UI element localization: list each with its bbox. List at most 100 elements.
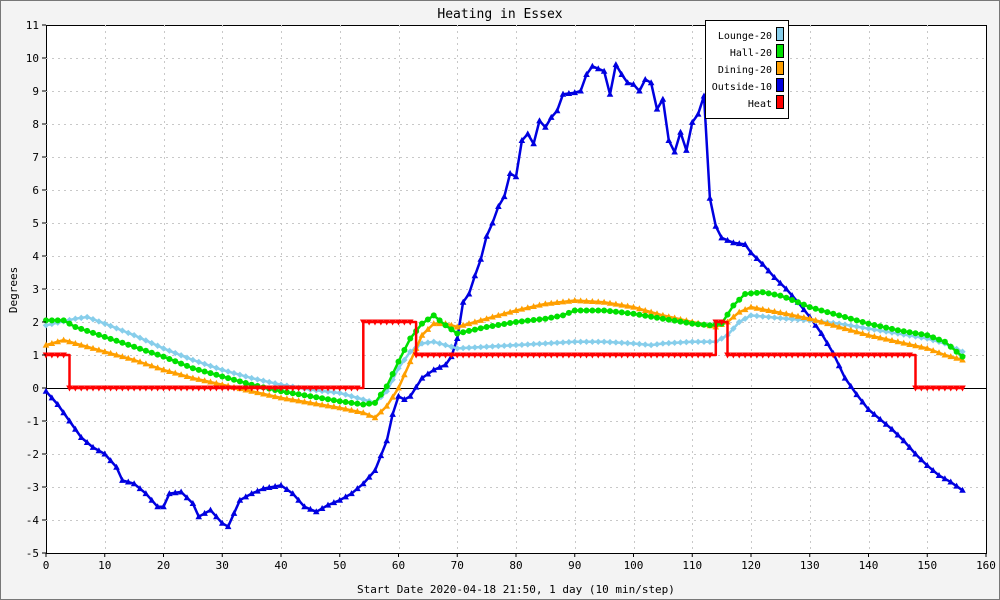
legend-box — [705, 20, 789, 119]
heat-point — [242, 385, 250, 392]
outside-10-point — [207, 506, 214, 513]
heat-point — [812, 352, 819, 359]
outside-10-point — [647, 79, 655, 86]
dining-20-point — [636, 305, 643, 312]
outside-10-point — [424, 370, 432, 377]
heat-point — [683, 352, 690, 359]
lounge-20-point — [583, 338, 590, 345]
hall-20-point — [618, 309, 625, 316]
series-heat — [42, 319, 966, 392]
lounge-20-point — [101, 320, 108, 327]
hall-20-point — [571, 307, 578, 314]
lounge-20-point — [747, 312, 755, 319]
outside-10-point — [653, 105, 661, 112]
dining-20-point — [359, 409, 367, 416]
hall-20-point — [906, 329, 913, 336]
hall-20-point — [518, 318, 525, 325]
heat-point — [583, 352, 590, 359]
dining-20-point — [794, 312, 802, 319]
lounge-20-point — [777, 314, 784, 322]
hall-20-point — [72, 323, 79, 330]
hall-20-point — [454, 330, 461, 337]
heat-point — [765, 352, 772, 359]
legend-label-outside-10: Outside-10 — [712, 82, 772, 93]
hall-20-point — [342, 399, 349, 406]
dining-20-point — [947, 353, 955, 360]
lounge-20-point — [271, 380, 279, 387]
hall-20-point — [283, 389, 290, 396]
heat-point — [929, 385, 937, 392]
outside-10-point — [636, 87, 643, 94]
dining-20-point — [753, 304, 761, 311]
hall-20-point — [489, 322, 496, 329]
dining-20-point — [923, 344, 931, 351]
lounge-20-point — [436, 340, 443, 347]
heat-point — [530, 352, 537, 359]
hall-20-point — [101, 333, 108, 340]
dining-20-point — [835, 323, 843, 330]
heat-point — [195, 385, 203, 392]
outside-10-point — [148, 496, 156, 503]
dining-20-point — [553, 299, 561, 306]
x-tick-label: 140 — [859, 559, 879, 572]
outside-10-point — [54, 401, 62, 407]
heat-point — [536, 352, 543, 359]
outside-10-point — [771, 273, 778, 280]
hall-20-point — [137, 345, 143, 352]
hall-20-point — [495, 321, 502, 328]
outside-10-point — [383, 437, 391, 444]
heat-point — [130, 385, 138, 392]
outside-10-point — [876, 415, 884, 422]
hall-20-point — [530, 317, 537, 324]
dining-20-point — [600, 298, 608, 305]
outside-10-point — [759, 260, 767, 267]
outside-10-point — [571, 89, 579, 96]
hall-20-point — [695, 321, 702, 328]
heat-point — [712, 319, 720, 326]
lounge-20-point — [606, 338, 614, 346]
heat-point — [947, 385, 955, 392]
hall-20-point — [407, 335, 414, 342]
lounge-20-point — [430, 338, 437, 345]
heat-point — [935, 385, 943, 392]
heat-point — [148, 385, 156, 392]
lounge-20-point — [471, 344, 479, 351]
lounge-20-point — [360, 396, 367, 403]
hall-20-point — [466, 327, 472, 334]
outside-10-point — [171, 489, 179, 496]
outside-10-point — [589, 62, 596, 69]
dining-20-point — [571, 297, 579, 304]
hall-20-point — [325, 396, 331, 403]
dining-20-point — [166, 368, 173, 374]
outside-10-point — [941, 475, 949, 482]
heat-point — [207, 385, 214, 392]
outside-10-point — [683, 146, 690, 153]
dining-20-point — [888, 336, 896, 343]
y-axis-title: Degrees — [7, 267, 20, 313]
dining-20-point — [424, 325, 432, 332]
dining-20-point — [418, 331, 426, 338]
y-tick-label: 10 — [26, 52, 39, 65]
lounge-20-point — [448, 343, 455, 350]
hall-20-point — [148, 349, 155, 356]
hall-20-point — [789, 297, 796, 303]
outside-10-point — [959, 486, 966, 493]
outside-10-point — [430, 366, 438, 373]
lounge-20-point — [242, 373, 249, 380]
x-tick-label: 130 — [800, 559, 820, 572]
dining-20-point — [95, 346, 103, 353]
heat-point — [213, 385, 220, 392]
heat-point — [653, 352, 661, 359]
lounge-20-point — [694, 338, 702, 345]
outside-10-point — [542, 123, 549, 130]
hall-20-point — [930, 334, 937, 341]
lounge-20-point — [501, 342, 508, 349]
lounge-20-point — [483, 343, 490, 350]
outside-10-point — [160, 503, 167, 510]
dining-20-point — [160, 366, 167, 373]
outside-10-point — [747, 249, 755, 256]
outside-10-point — [906, 443, 913, 450]
outside-10-point — [847, 382, 855, 389]
hall-20-point — [360, 401, 367, 408]
outside-10-point — [665, 137, 673, 143]
